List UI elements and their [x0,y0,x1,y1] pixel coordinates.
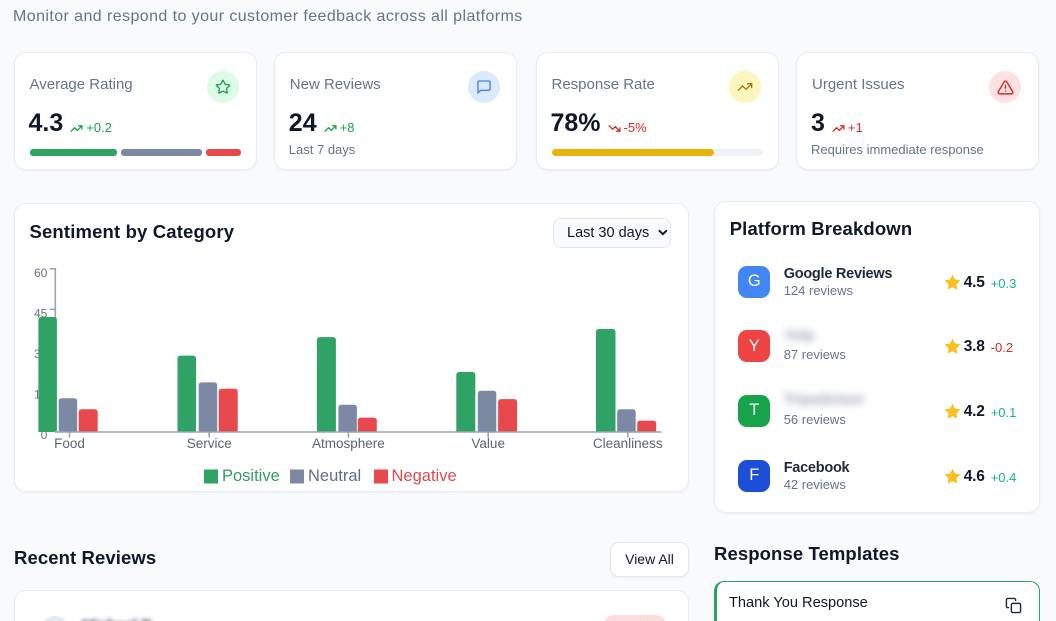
svg-text:Cleanliness: Cleanliness [592,436,662,451]
svg-text:60: 60 [33,266,47,280]
svg-text:Positive: Positive [222,467,280,485]
svg-text:Neutral: Neutral [308,467,361,485]
svg-text:Atmosphere: Atmosphere [312,436,385,451]
svg-text:Negative: Negative [391,467,456,485]
svg-text:0: 0 [40,428,47,442]
svg-text:Value: Value [471,436,505,451]
svg-text:Food: Food [54,436,85,451]
svg-text:Service: Service [186,436,231,451]
